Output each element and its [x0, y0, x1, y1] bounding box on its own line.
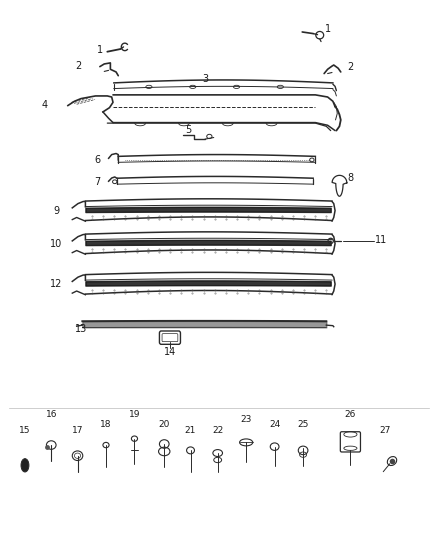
Text: 22: 22 [212, 426, 223, 434]
Text: 27: 27 [380, 426, 391, 434]
Text: 23: 23 [240, 415, 252, 424]
Text: 6: 6 [94, 156, 100, 165]
Text: 25: 25 [297, 421, 309, 429]
Text: 18: 18 [100, 421, 112, 429]
Text: 7: 7 [94, 177, 100, 187]
Text: 9: 9 [53, 206, 59, 215]
Text: 12: 12 [50, 279, 62, 289]
Text: 20: 20 [159, 421, 170, 429]
Text: 2: 2 [347, 62, 353, 72]
Text: 8: 8 [347, 173, 353, 183]
Ellipse shape [21, 458, 29, 472]
Text: 2: 2 [75, 61, 81, 71]
Text: 10: 10 [50, 239, 62, 248]
Text: 16: 16 [46, 410, 57, 418]
Text: 4: 4 [42, 100, 48, 110]
Text: 24: 24 [269, 421, 280, 429]
Text: 17: 17 [72, 426, 83, 434]
Text: 21: 21 [185, 426, 196, 434]
Text: 15: 15 [19, 426, 31, 434]
Text: 1: 1 [325, 25, 331, 34]
Text: 11: 11 [375, 236, 387, 245]
Text: 1: 1 [97, 45, 103, 54]
Text: 5: 5 [185, 125, 191, 134]
Text: 26: 26 [345, 410, 356, 418]
Text: 19: 19 [129, 410, 140, 418]
Text: 13: 13 [75, 324, 87, 334]
Text: 3: 3 [203, 75, 209, 84]
Text: 14: 14 [164, 347, 176, 357]
